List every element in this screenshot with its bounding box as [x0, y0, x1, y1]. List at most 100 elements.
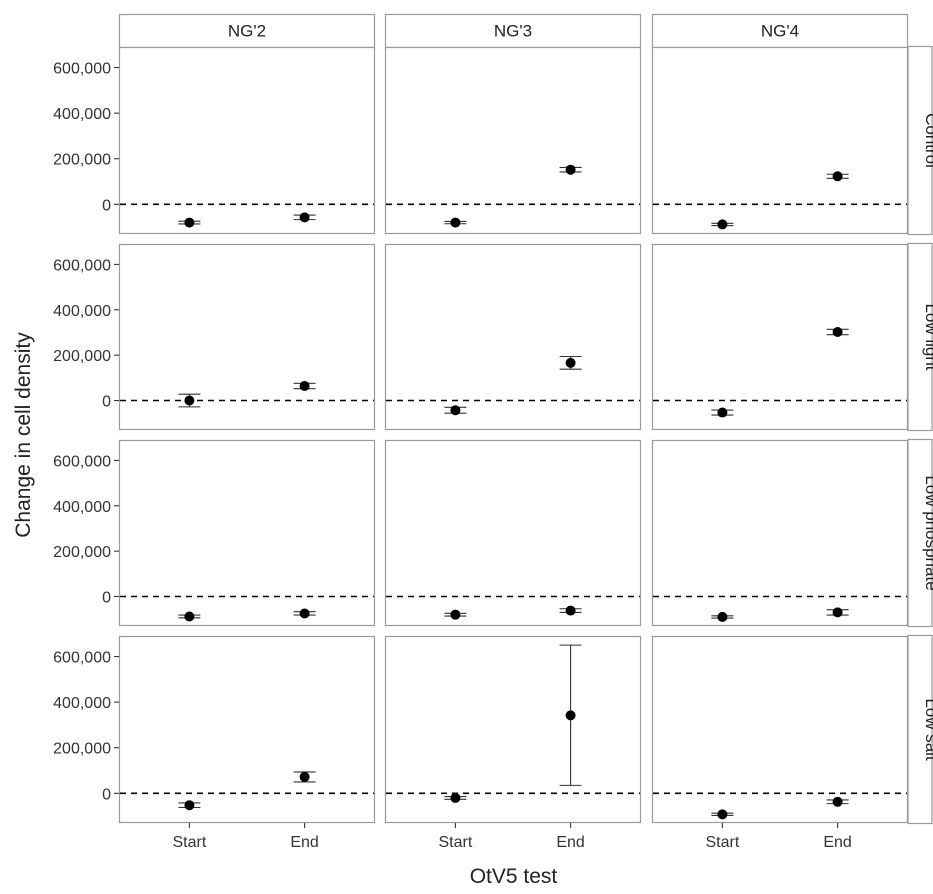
data-point-group: [178, 393, 201, 408]
data-point-group: [444, 792, 467, 803]
y-tick-label: 600,000: [53, 257, 111, 274]
x-axis-title: OtV5 test: [470, 865, 558, 888]
panel-border: [118, 46, 376, 235]
data-point-group: [293, 771, 316, 783]
data-point: [717, 407, 728, 418]
y-tick-label: 0: [102, 590, 111, 607]
data-point: [450, 609, 461, 620]
data-point: [299, 608, 310, 619]
strip-low-light: [907, 242, 933, 432]
panel-border: [118, 439, 376, 627]
data-point-group: [178, 800, 201, 811]
data-point-group: [178, 611, 201, 622]
x-tick-label: End: [556, 834, 584, 851]
strip-control: [907, 45, 933, 236]
x-tick-label: Start: [706, 834, 740, 851]
data-point: [565, 605, 576, 616]
data-point: [717, 219, 728, 230]
panel-low-light-ng-3: [384, 243, 642, 431]
data-point-group: [559, 164, 582, 175]
data-point: [299, 380, 310, 391]
strip-box: [907, 45, 933, 236]
data-point-group: [178, 217, 201, 228]
y-tick-label: 200,000: [53, 152, 111, 169]
panel-border: [651, 243, 909, 431]
panel-border: [651, 635, 909, 824]
panel-control-ng-4: [651, 46, 909, 235]
x-tick-label: Start: [439, 834, 473, 851]
data-point: [565, 710, 576, 721]
y-axis-title: Change in cell density: [12, 332, 35, 538]
data-point: [184, 395, 195, 406]
y-tick-label: 400,000: [53, 106, 111, 123]
panel-low-phosphate-ng-3: [384, 439, 642, 627]
x-tick-label: Start: [173, 834, 207, 851]
data-point-group: [826, 327, 849, 338]
panel-low-salt-ng-2: [118, 635, 376, 824]
data-point-group: [826, 171, 849, 182]
data-point: [717, 611, 728, 622]
y-tick-label: 600,000: [53, 453, 111, 470]
panel-control-ng-3: [384, 46, 642, 235]
panel-low-light-ng-4: [651, 243, 909, 431]
data-point: [450, 217, 461, 228]
data-point: [184, 611, 195, 622]
x-tick-label: End: [290, 834, 318, 851]
data-point-group: [711, 407, 734, 418]
data-point: [832, 171, 843, 182]
row-strip-label: Low phosphate: [922, 475, 933, 590]
y-tick-label: 0: [102, 197, 111, 214]
panel-border: [118, 243, 376, 431]
panel-border: [384, 243, 642, 431]
strip-box: [118, 13, 376, 49]
data-point-group: [711, 219, 734, 230]
data-point-group: [559, 605, 582, 616]
row-strip-label: Control: [922, 113, 933, 168]
data-point-group: [444, 405, 467, 416]
panel-border: [384, 439, 642, 627]
column-strip-label: NG'2: [228, 22, 266, 41]
panel-control-ng-2: [118, 46, 376, 235]
panel-low-phosphate-ng-4: [651, 439, 909, 627]
data-point: [184, 800, 195, 811]
strip-low-salt: [907, 634, 933, 825]
data-point-group: [293, 212, 316, 223]
strip-ng-3: [384, 13, 642, 49]
panel-border: [384, 635, 642, 824]
x-tick-label: End: [823, 834, 851, 851]
panel-border: [384, 46, 642, 235]
y-tick-label: 200,000: [53, 544, 111, 561]
panel-low-light-ng-2: [118, 243, 376, 431]
strip-box: [384, 13, 642, 49]
data-point: [450, 792, 461, 803]
data-point-group: [826, 796, 849, 807]
data-point: [450, 405, 461, 416]
y-tick-label: 400,000: [53, 303, 111, 320]
data-point: [832, 327, 843, 338]
y-tick-label: 600,000: [53, 61, 111, 78]
row-strip-label: Low light: [922, 303, 933, 370]
strip-box: [907, 242, 933, 432]
y-tick-label: 400,000: [53, 695, 111, 712]
data-point-group: [711, 809, 734, 820]
row-strip-label: Low salt: [922, 698, 933, 761]
data-point-group: [293, 608, 316, 619]
data-point: [184, 217, 195, 228]
strip-box: [907, 634, 933, 825]
data-point: [832, 796, 843, 807]
data-point-group: [826, 607, 849, 618]
data-point-group: [444, 217, 467, 228]
data-point: [565, 164, 576, 175]
strip-ng-2: [118, 13, 376, 49]
data-point-group: [559, 644, 582, 786]
y-tick-label: 0: [102, 786, 111, 803]
y-tick-label: 400,000: [53, 499, 111, 516]
y-tick-label: 600,000: [53, 650, 111, 667]
y-tick-label: 200,000: [53, 348, 111, 365]
data-point-group: [711, 611, 734, 622]
panel-low-salt-ng-3: [384, 635, 642, 824]
data-point-group: [444, 609, 467, 620]
data-point: [832, 607, 843, 618]
